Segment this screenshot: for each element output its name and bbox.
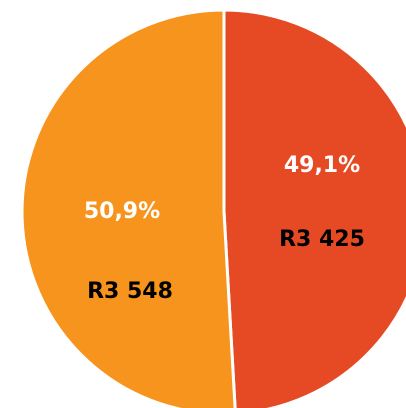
pie-slice — [20, 8, 237, 408]
amount-label: R3 425 — [279, 227, 365, 252]
amount-label: R3 548 — [87, 279, 173, 304]
percent-label: 50,9% — [84, 199, 160, 224]
percent-label: 49,1% — [284, 153, 360, 178]
pie-slice — [222, 8, 406, 408]
